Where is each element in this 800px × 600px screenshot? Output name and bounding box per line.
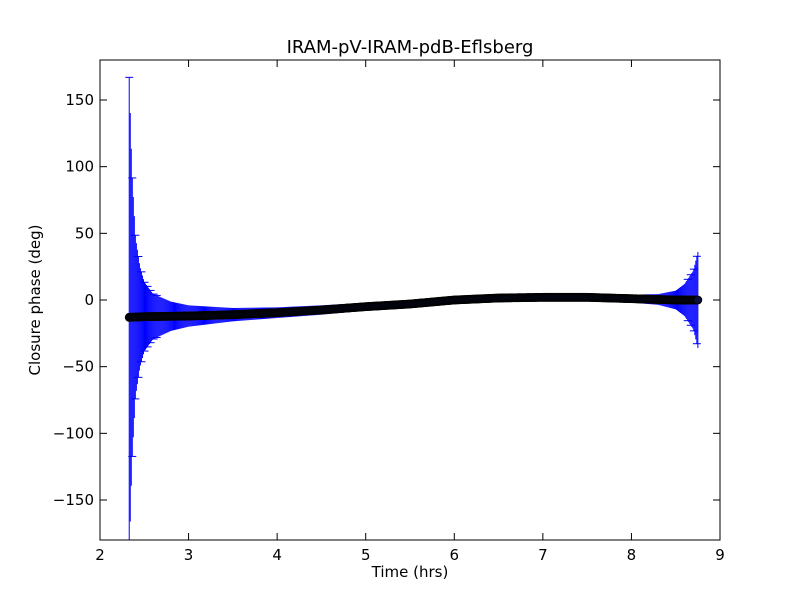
y-tick-label: −100 <box>53 424 94 442</box>
y-axis-label: Closure phase (deg) <box>26 225 44 376</box>
x-tick-label: 7 <box>538 546 548 564</box>
errorbar-caps <box>125 76 701 457</box>
y-tick-label: −150 <box>53 491 94 509</box>
data-points <box>124 292 703 322</box>
y-tick-label: −50 <box>62 358 94 376</box>
x-tick-label: 9 <box>715 546 725 564</box>
y-tick-label: 0 <box>84 291 94 309</box>
plot-area <box>124 76 703 540</box>
x-tick-label: 4 <box>272 546 282 564</box>
y-tick-label: 50 <box>75 224 94 242</box>
data-point <box>693 295 703 305</box>
tick-labels: 2 3 4 5 6 7 8 9 −150 −100 −50 0 50 100 150 <box>53 91 725 564</box>
chart-title: IRAM-pV-IRAM-pdB-Eflsberg <box>287 37 534 58</box>
y-tick-label: 100 <box>65 158 94 176</box>
x-tick-label: 2 <box>95 546 105 564</box>
x-tick-label: 6 <box>450 546 460 564</box>
x-tick-label: 3 <box>184 546 194 564</box>
y-tick-label: 150 <box>65 91 94 109</box>
x-tick-label: 5 <box>361 546 371 564</box>
x-tick-label: 8 <box>627 546 637 564</box>
axis-ticks <box>99 60 721 540</box>
x-axis-label: Time (hrs) <box>371 563 449 581</box>
